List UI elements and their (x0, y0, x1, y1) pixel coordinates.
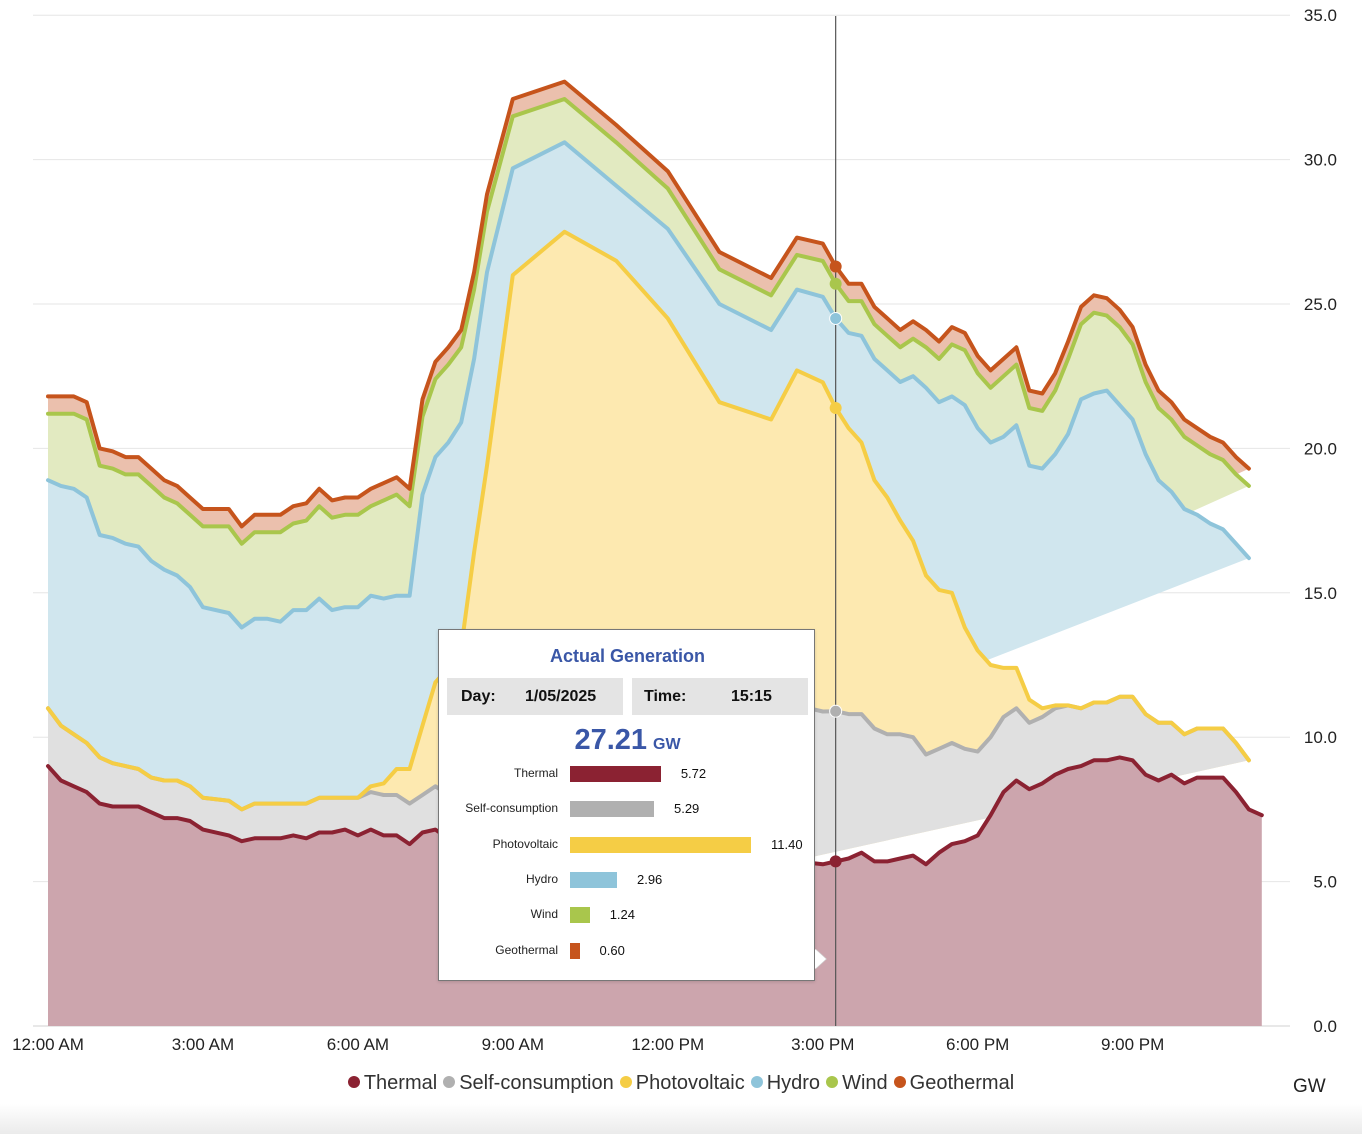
x-tick-label: 12:00 AM (12, 1035, 84, 1054)
y-tick-label: 5.0 (1313, 873, 1337, 892)
line-wind[interactable] (46, 97, 1251, 546)
tooltip-row-label: Hydro (525, 872, 558, 886)
legend-item-wind[interactable]: Wind (826, 1072, 888, 1095)
x-tick-label: 3:00 PM (791, 1035, 854, 1054)
tooltip: Actual Generation Day: 1/05/2025 Time: 1… (438, 629, 815, 981)
x-tick-label: 6:00 PM (946, 1035, 1009, 1054)
y-tick-label: 0.0 (1313, 1017, 1337, 1036)
y-tick-label: 20.0 (1304, 439, 1337, 458)
x-tick-label: 9:00 PM (1101, 1035, 1164, 1054)
tooltip-row-self: Self-consumption 5.29 (439, 799, 816, 819)
legend-item-geo[interactable]: Geothermal (893, 1072, 1015, 1095)
legend-item-hydro[interactable]: Hydro (750, 1072, 821, 1095)
tooltip-day-label: Day: (461, 688, 496, 705)
tooltip-row-bar (570, 766, 661, 782)
tooltip-row-label: Photovoltaic (492, 837, 558, 851)
marker-wind (829, 277, 842, 290)
tooltip-row-bar (570, 837, 751, 853)
tooltip-row-value: 0.60 (599, 943, 625, 958)
y-tick-label: 15.0 (1304, 584, 1337, 603)
y-tick-label: 10.0 (1304, 728, 1337, 747)
legend-dot-icon (750, 1076, 763, 1088)
tooltip-row-bar (570, 943, 580, 959)
legend-dot-icon (347, 1076, 360, 1088)
tooltip-total-value: 27.21 (574, 724, 648, 756)
crosshair-markers (829, 260, 843, 868)
legend-dot-icon (826, 1076, 839, 1088)
tooltip-time-label: Time: (644, 688, 687, 705)
tooltip-row-label: Wind (530, 907, 558, 921)
marker-pv (829, 401, 842, 414)
tooltip-row-value: 11.40 (771, 837, 803, 852)
tooltip-row-value: 5.29 (673, 801, 700, 816)
legend-label: Hydro (766, 1072, 821, 1094)
tooltip-title: Actual Generation (549, 646, 706, 666)
legend-label: Thermal (363, 1072, 438, 1094)
legend-label: Photovoltaic (635, 1072, 745, 1094)
legend-dot-icon (619, 1076, 632, 1088)
y-tick-label: 25.0 (1304, 295, 1337, 314)
marker-geo (829, 260, 842, 273)
tooltip-row-hydro: Hydro 2.96 (439, 870, 816, 890)
marker-thermal (829, 855, 842, 868)
y-unit-label: GW (1293, 1076, 1326, 1097)
line-hydro[interactable] (46, 140, 1251, 630)
legend-label: Self-consumption (459, 1072, 614, 1094)
tooltip-row-wind: Wind 1.24 (439, 905, 816, 925)
legend-item-pv[interactable]: Photovoltaic (619, 1072, 745, 1095)
stacked-areas (48, 81, 1262, 1027)
tooltip-row-pv: Photovoltaic 11.40 (439, 835, 816, 855)
tooltip-row-bar (570, 801, 654, 817)
legend-item-self[interactable]: Self-consumption (443, 1072, 614, 1095)
marker-hydro (829, 311, 843, 325)
legend-label: Geothermal (909, 1072, 1015, 1094)
x-tick-label: 3:00 AM (172, 1035, 234, 1054)
y-tick-label: 30.0 (1304, 151, 1337, 170)
tooltip-row-bar (570, 872, 617, 888)
tooltip-day-value: 1/05/2025 (525, 688, 597, 705)
tooltip-row-geo: Geothermal 0.60 (439, 941, 816, 961)
legend-dot-icon (443, 1076, 456, 1088)
legend: Thermal Self-consumption Photovoltaic Hydro… (0, 1072, 1362, 1095)
tooltip-row-bar (570, 907, 590, 923)
tooltip-row-label: Self-consumption (465, 801, 558, 815)
tooltip-total-unit: GW (653, 736, 681, 753)
marker-self (829, 704, 843, 718)
y-axis-ticks: 0.0 5.0 10.0 15.0 20.0 25.0 30.0 35.0 (1304, 6, 1337, 1036)
tooltip-row-thermal: Thermal 5.72 (439, 764, 816, 784)
x-tick-label: 6:00 AM (327, 1035, 389, 1054)
y-tick-label: 35.0 (1304, 6, 1337, 25)
tooltip-row-value: 2.96 (636, 872, 663, 887)
tooltip-total: 27.21 GW (439, 724, 816, 757)
tooltip-row-label: Thermal (513, 766, 558, 780)
legend-item-thermal[interactable]: Thermal (347, 1072, 438, 1095)
tooltip-row-label: Geothermal (495, 943, 558, 957)
tooltip-time-box: Time: 15:15 (632, 678, 808, 715)
legend-label: Wind (842, 1072, 888, 1094)
x-tick-label: 9:00 AM (482, 1035, 544, 1054)
tooltip-pointer (815, 949, 826, 969)
tooltip-time-value: 15:15 (731, 688, 772, 705)
line-pv[interactable] (46, 229, 1251, 812)
x-axis-ticks: 12:00 AM 3:00 AM 6:00 AM 9:00 AM 12:00 PM 3:0… (12, 1035, 1164, 1054)
bottom-shadow (0, 1104, 1362, 1134)
x-tick-label: 12:00 PM (631, 1035, 704, 1054)
line-geo[interactable] (46, 79, 1251, 529)
tooltip-row-value: 1.24 (609, 907, 635, 922)
tooltip-row-value: 5.72 (680, 766, 707, 781)
tooltip-day-box: Day: 1/05/2025 (447, 678, 623, 715)
legend-dot-icon (893, 1076, 906, 1088)
